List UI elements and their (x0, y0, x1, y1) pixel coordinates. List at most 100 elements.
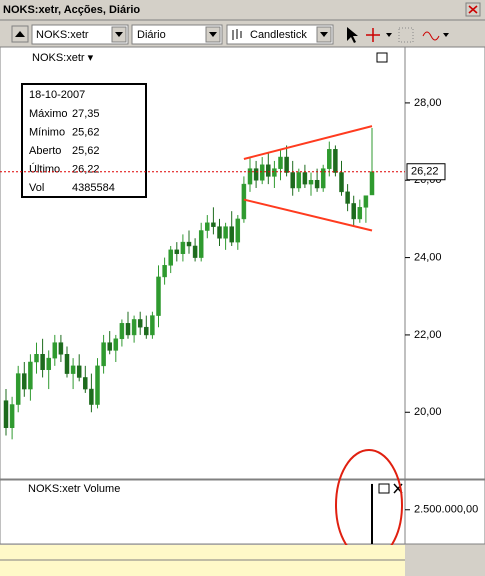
pointer-tool[interactable] (347, 27, 358, 43)
symbol-value: NOKS:xetr (36, 29, 89, 41)
period-dropdown[interactable] (131, 24, 223, 45)
info-value: 4385584 (72, 182, 115, 194)
grid-tool[interactable] (398, 27, 414, 43)
candle-body (52, 342, 58, 359)
candle-body (34, 354, 39, 363)
candle-body (192, 245, 198, 258)
panel-label[interactable]: NOKS:xetr ▾ (32, 52, 94, 64)
candle-body (156, 276, 161, 316)
arrow-icon (320, 32, 328, 37)
info-date: 18-10-2007 (29, 89, 85, 101)
info-rows: Máximo 27,35 Mínimo 25,62 Aberto 25,62 Último 2… (29, 108, 115, 194)
candle-body (180, 241, 186, 254)
candle-body (266, 164, 271, 177)
candle-body (144, 326, 149, 336)
candle-body (308, 179, 314, 185)
arrow-icon (443, 33, 449, 37)
style-icon (232, 29, 242, 40)
candle-body (333, 149, 338, 173)
candle-body (351, 203, 356, 220)
candle-body (186, 241, 192, 247)
candle-body (290, 172, 295, 189)
candle-body (327, 149, 332, 169)
candle-body (223, 226, 228, 239)
title-bar (0, 0, 485, 19)
info-label: Vol (29, 182, 44, 194)
volume-bar (371, 483, 373, 544)
window-title: NOKS:xetr, Acções, Diário (3, 4, 140, 16)
arrow-icon (209, 32, 217, 37)
candle-body (357, 207, 363, 220)
candle-body (40, 354, 45, 370)
crosshair-tool[interactable] (366, 28, 380, 42)
info-label: Mínimo (29, 126, 65, 138)
collapse-icon (15, 31, 25, 37)
y-tick-label: 2.500.000,00 (414, 504, 478, 516)
y-tick-label: 24,00 (414, 251, 442, 263)
info-value: 26,22 (72, 163, 100, 175)
candle-body (28, 361, 33, 390)
candle-body (369, 171, 375, 196)
trendline (243, 198, 373, 232)
candle-body (247, 168, 253, 185)
style-value: Candlestick (250, 29, 307, 41)
candle-body (95, 365, 100, 405)
close-icon (468, 5, 478, 14)
candle-body (101, 342, 106, 367)
candle-body (235, 218, 241, 243)
symbol-dropdown[interactable] (31, 24, 129, 45)
last-price-label: 26,22 (411, 166, 439, 178)
arrow-icon (115, 32, 123, 37)
candle-body (113, 338, 119, 351)
period-value: Diário (137, 29, 166, 41)
candle-body (314, 179, 320, 189)
candle-body (217, 226, 222, 239)
candle-body (83, 377, 88, 390)
candle-body (320, 168, 326, 189)
info-label: Último (29, 162, 60, 175)
info-box (21, 83, 147, 198)
y-tick-label: 20,00 (414, 406, 442, 418)
style-dropdown[interactable] (226, 24, 334, 45)
maximize-pane[interactable] (376, 52, 388, 63)
candle-body (259, 164, 265, 181)
candle-body (137, 319, 143, 328)
candle-body (58, 342, 64, 355)
candle-body (15, 373, 21, 405)
candle-body (345, 191, 350, 204)
candle-body (125, 323, 131, 336)
info-value: 27,35 (72, 108, 100, 120)
candle-body (339, 172, 344, 193)
maximize-pane[interactable] (378, 483, 390, 494)
candle-body (211, 222, 216, 227)
candle-body (198, 230, 204, 258)
candle-body (107, 342, 112, 351)
indicator-tool[interactable] (422, 31, 440, 41)
candle-body (64, 354, 70, 374)
candle-body (229, 226, 234, 243)
candle-body (284, 156, 289, 173)
volume-pane (0, 479, 485, 545)
last-price-box (406, 163, 446, 181)
candle-body (150, 315, 155, 336)
trendline (243, 125, 373, 160)
candle-body (241, 183, 247, 220)
candle-body (278, 156, 283, 169)
candle-body (3, 400, 9, 428)
candle-body (272, 168, 277, 177)
candle-body (296, 172, 302, 189)
candle-body (22, 373, 27, 390)
candle-body (46, 357, 51, 370)
candle-body (162, 265, 167, 278)
info-value: 25,62 (72, 145, 100, 157)
candle-body (9, 404, 15, 428)
info-value: 25,62 (72, 126, 100, 138)
candle-body (363, 195, 369, 208)
volume-title: NOKS:xetr Volume (28, 483, 120, 495)
candle-body (205, 222, 210, 231)
candle-body (168, 249, 173, 266)
info-label: Aberto (29, 145, 61, 157)
candle-body (119, 323, 125, 340)
candle-body (174, 249, 180, 254)
